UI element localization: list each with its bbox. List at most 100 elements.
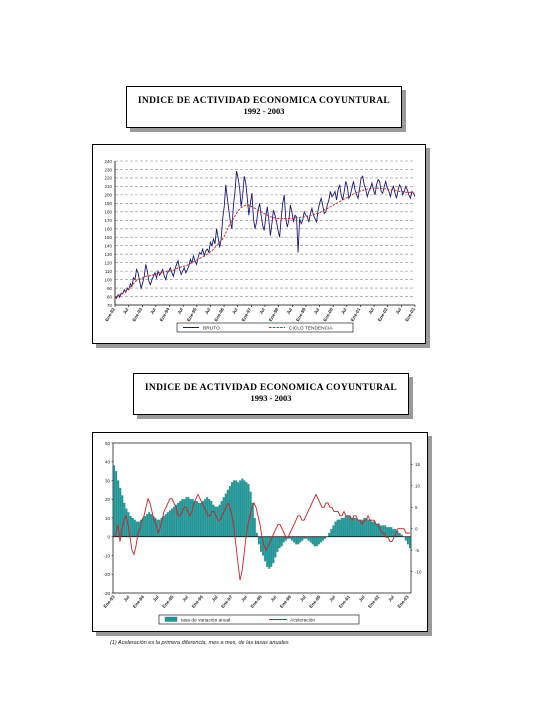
x-tick-label: Jul xyxy=(313,307,321,315)
bar xyxy=(235,480,238,537)
bar xyxy=(270,536,273,567)
bar xyxy=(369,519,372,537)
bar xyxy=(367,519,370,537)
bar xyxy=(409,536,411,549)
y2-tick-label: 5 xyxy=(415,505,418,510)
bar xyxy=(299,536,302,543)
x-tick-label: Ene-98 xyxy=(268,307,280,323)
y-tick-label: 0 xyxy=(107,535,110,540)
y-tick-label: 190 xyxy=(104,201,112,206)
bar xyxy=(365,517,368,537)
y2-tick-label: 10 xyxy=(415,484,421,489)
bar xyxy=(115,471,118,537)
bar xyxy=(406,536,409,545)
x-tick-label: Ene-95 xyxy=(161,594,175,609)
y-tick-label: 140 xyxy=(104,244,112,249)
bar xyxy=(315,536,318,547)
bar xyxy=(179,501,182,537)
bar xyxy=(301,536,304,541)
x-tick-label: Ene-99 xyxy=(295,307,307,323)
chart2-title: INDICE DE ACTIVIDAD ECONOMICA COYUNTURAL xyxy=(144,383,398,393)
bar xyxy=(320,536,322,543)
y-tick-label: 100 xyxy=(104,277,112,282)
y2-tick-label: 0 xyxy=(415,527,418,532)
bar xyxy=(332,525,335,537)
y-tick-label: 180 xyxy=(104,210,112,215)
bar xyxy=(125,508,128,537)
bar xyxy=(239,480,242,537)
bar xyxy=(164,514,167,537)
legend-label: Aceleración xyxy=(290,618,315,624)
x-tick-label: Jul xyxy=(152,594,160,602)
y-tick-label: 150 xyxy=(104,235,112,240)
bar xyxy=(222,497,225,537)
bar xyxy=(355,517,358,537)
chart1-box: 70 80 90 100 110 120 130 140 150 160 170 180 190 200 2… xyxy=(92,144,426,344)
bar xyxy=(328,532,331,537)
x-tick-label: Ene-98 xyxy=(249,594,263,609)
bar xyxy=(317,536,320,545)
bar xyxy=(243,480,246,537)
bar xyxy=(224,493,227,537)
x-tick-label: Ene-93 xyxy=(131,307,143,323)
bar xyxy=(382,525,385,537)
bar xyxy=(131,517,134,537)
legend-label: tasa de variación anual xyxy=(181,618,230,624)
x-tick-label: Ene-02 xyxy=(377,307,389,323)
x-tick-label: Ene-97 xyxy=(220,594,234,609)
x-tick-label: Jul xyxy=(204,307,212,315)
bar xyxy=(293,536,296,543)
x-tick-label: Jul xyxy=(286,307,294,315)
bar xyxy=(144,516,147,537)
bar xyxy=(187,497,190,537)
chart1-plot: 70 80 90 100 110 120 130 140 150 160 170 180 190 200 2… xyxy=(104,159,416,333)
bar xyxy=(266,536,269,567)
bar xyxy=(353,517,356,537)
x-tick-label: Ene-92 xyxy=(104,307,116,323)
bar xyxy=(216,506,219,537)
y-tick-label: 70 xyxy=(107,303,113,308)
y2-tick-label: -10 xyxy=(415,569,422,574)
bar xyxy=(214,506,217,537)
bar xyxy=(146,514,149,537)
bar xyxy=(357,519,360,537)
chart2-plot: -30 -20 -10 0 10 20 30 40 50 -10 -5 0 5 10 15 Ene-93 Jul… xyxy=(102,441,422,625)
bar xyxy=(278,536,281,549)
bar xyxy=(173,506,176,537)
bar xyxy=(189,499,192,537)
x-tick-label: Ene-96 xyxy=(191,594,205,609)
x-tick-label: Ene-96 xyxy=(213,307,225,323)
bar xyxy=(162,516,165,537)
bar xyxy=(274,536,277,558)
bar xyxy=(330,529,333,537)
x-tick-label: Jul xyxy=(367,307,375,315)
bar xyxy=(119,487,122,537)
y-tick-label: -10 xyxy=(103,553,110,558)
bar xyxy=(276,536,279,552)
bar xyxy=(346,516,349,537)
x-tick-label: Jul xyxy=(299,594,307,602)
footnote: (1) Aceleración es la primera diferencia… xyxy=(110,640,289,646)
bar xyxy=(226,489,229,537)
bar xyxy=(404,536,407,541)
bar xyxy=(166,512,169,537)
x-tick-label: Jul xyxy=(176,307,184,315)
chart2-title-box: INDICE DE ACTIVIDAD ECONOMICA COYUNTURAL… xyxy=(133,373,409,415)
y-tick-label: 160 xyxy=(104,227,112,232)
bar xyxy=(204,499,207,537)
chart1-title: INDICE DE ACTIVIDAD ECONOMICA COYUNTURAL xyxy=(137,96,391,106)
chart1-subtitle: 1992 - 2003 xyxy=(243,106,285,116)
bar xyxy=(183,499,186,537)
x-tick-label: Ene-00 xyxy=(308,594,322,609)
bar xyxy=(342,517,345,537)
x-tick-label: Ene-94 xyxy=(159,307,171,323)
bar xyxy=(390,527,393,537)
bar xyxy=(388,527,391,537)
y-tick-label: 130 xyxy=(104,252,112,257)
bar xyxy=(313,536,316,547)
bar xyxy=(247,484,250,537)
bar xyxy=(309,536,312,543)
x-tick-label: Ene-03 xyxy=(404,307,416,323)
bar xyxy=(311,536,314,545)
bar xyxy=(129,516,132,537)
